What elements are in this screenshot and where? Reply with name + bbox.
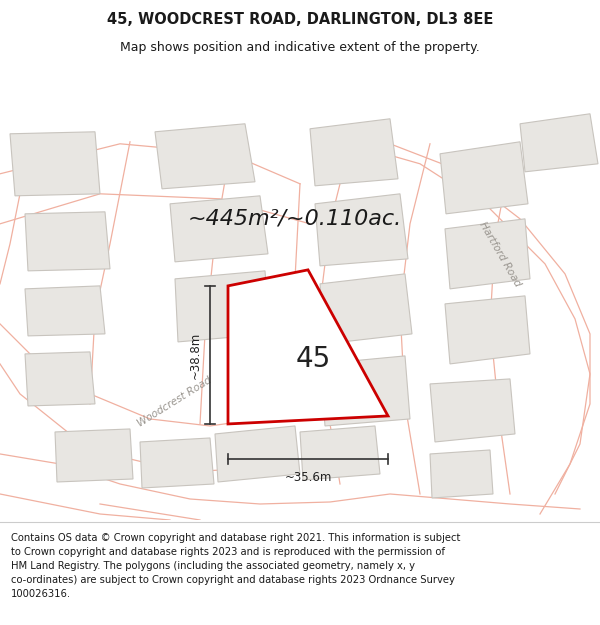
Polygon shape	[175, 271, 270, 342]
Polygon shape	[215, 426, 300, 482]
Text: Woodcrest Road: Woodcrest Road	[136, 375, 214, 429]
Polygon shape	[320, 356, 410, 426]
Text: 45, WOODCREST ROAD, DARLINGTON, DL3 8EE: 45, WOODCREST ROAD, DARLINGTON, DL3 8EE	[107, 12, 493, 27]
Polygon shape	[25, 212, 110, 271]
Polygon shape	[320, 274, 412, 344]
Text: ~38.8m: ~38.8m	[189, 331, 202, 379]
Polygon shape	[520, 114, 598, 172]
Polygon shape	[300, 426, 380, 480]
Polygon shape	[430, 379, 515, 442]
Polygon shape	[155, 124, 255, 189]
Polygon shape	[445, 219, 530, 289]
Polygon shape	[310, 119, 398, 186]
Polygon shape	[315, 194, 408, 266]
Text: 45: 45	[295, 345, 331, 373]
Text: Contains OS data © Crown copyright and database right 2021. This information is : Contains OS data © Crown copyright and d…	[11, 532, 460, 599]
Polygon shape	[140, 438, 214, 488]
Text: ~35.6m: ~35.6m	[284, 471, 332, 484]
Polygon shape	[10, 132, 100, 196]
Polygon shape	[228, 270, 388, 424]
Polygon shape	[170, 196, 268, 262]
Polygon shape	[25, 286, 105, 336]
Text: Map shows position and indicative extent of the property.: Map shows position and indicative extent…	[120, 41, 480, 54]
Text: ~445m²/~0.110ac.: ~445m²/~0.110ac.	[188, 209, 402, 229]
Polygon shape	[430, 450, 493, 498]
Polygon shape	[55, 429, 133, 482]
Polygon shape	[440, 142, 528, 214]
Polygon shape	[25, 352, 95, 406]
Polygon shape	[445, 296, 530, 364]
Text: Hartford Road: Hartford Road	[478, 219, 523, 288]
